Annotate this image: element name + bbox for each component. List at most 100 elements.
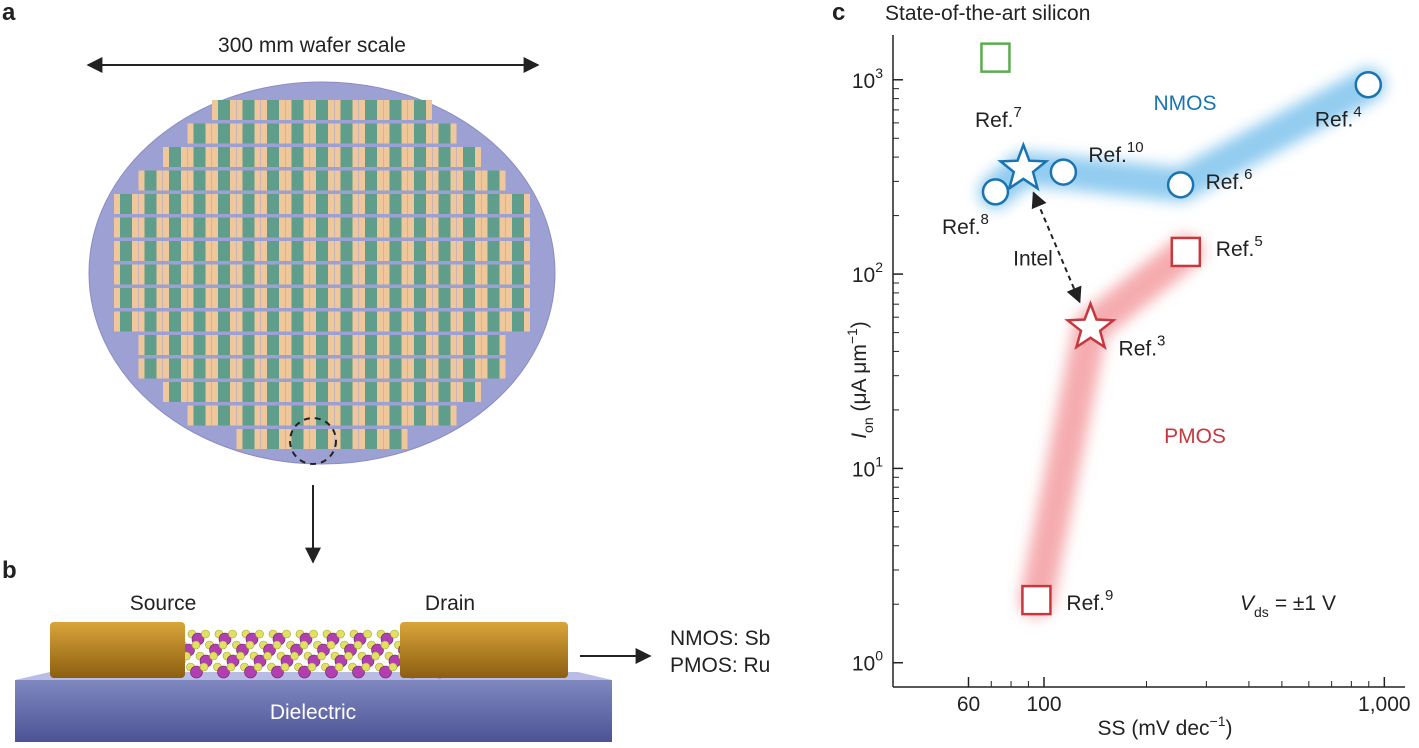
chip-contact [285, 429, 292, 449]
atom [236, 651, 245, 661]
chip-channel [436, 241, 453, 261]
chip-channel [216, 100, 232, 120]
chip-channel [216, 123, 232, 144]
chip-channel [314, 288, 330, 308]
atom [326, 640, 336, 650]
chip-channel [191, 311, 208, 332]
chip-channel [338, 382, 355, 402]
chip-channel [485, 288, 502, 308]
chip-contact [163, 288, 169, 308]
tick-base: 10 [852, 264, 875, 287]
chip-contact [181, 217, 187, 238]
chip-contact [236, 335, 243, 355]
chip-channel [363, 123, 379, 144]
chip-contact [408, 335, 414, 355]
chip-channel [338, 358, 355, 379]
chip-contact [352, 311, 359, 332]
chip-contact [114, 264, 120, 285]
atom [388, 662, 398, 672]
chip-channel [167, 170, 183, 191]
chip-channel [191, 288, 208, 308]
chip-channel [338, 194, 355, 214]
chip-contact [261, 288, 267, 308]
chip-contact [181, 311, 187, 332]
chip-contact [328, 288, 334, 308]
chip-contact [156, 264, 163, 285]
ref-number: 6 [1244, 166, 1252, 183]
chip-contact [310, 264, 316, 285]
chip-contact [279, 335, 285, 355]
chip-contact [236, 429, 243, 449]
chip-contact [156, 217, 163, 238]
chip-contact [426, 194, 432, 214]
chip-contact [187, 405, 194, 426]
chip-contact [254, 429, 261, 449]
chip-contact [303, 100, 310, 120]
chip-contact [401, 147, 408, 167]
atom [255, 629, 264, 639]
chip-contact [352, 382, 359, 402]
chip-contact [187, 147, 194, 167]
chip-channel [485, 335, 502, 355]
chip-contact [279, 100, 285, 120]
chip-channel [167, 194, 183, 214]
chip-contact [432, 335, 439, 355]
chip-contact [524, 194, 530, 214]
chip-contact [383, 170, 390, 191]
chip-contact [334, 288, 341, 308]
chip-contact [450, 335, 457, 355]
atom [228, 629, 237, 639]
chip-contact [401, 241, 408, 261]
chip-channel [338, 288, 355, 308]
chip-contact [138, 358, 145, 379]
chip-contact [310, 429, 316, 449]
chip-channel [436, 123, 453, 144]
chip-contact [205, 147, 212, 167]
chip-contact [230, 241, 236, 261]
chip-contact [359, 194, 365, 214]
chip-channel [436, 288, 453, 308]
chip-channel [216, 194, 232, 214]
chip-channel [167, 382, 183, 402]
chip-channel [338, 123, 355, 144]
chip-contact [334, 264, 341, 285]
chip-contact [230, 123, 236, 144]
chip-contact [181, 358, 187, 379]
chip-contact [310, 382, 316, 402]
chip-channel [510, 241, 526, 261]
chip-contact [377, 429, 383, 449]
atom [244, 665, 257, 679]
chip-channel [510, 194, 526, 214]
chip-contact [352, 170, 359, 191]
chip-contact [261, 335, 267, 355]
chip-contact [457, 264, 463, 285]
chip-channel [314, 217, 330, 238]
chip-contact [138, 194, 145, 214]
chip-contact [230, 358, 236, 379]
tick-base: 10 [852, 653, 875, 676]
chip-contact [236, 194, 243, 214]
chip-contact [187, 241, 194, 261]
contact-label: PMOS: Ru [670, 654, 770, 677]
drain-contact [400, 622, 568, 678]
chip-contact [506, 241, 512, 261]
atom [253, 662, 263, 672]
chip-contact [481, 264, 488, 285]
chip-channel [265, 264, 281, 285]
chip-contact [334, 147, 341, 167]
chip-contact [187, 311, 194, 332]
chip-contact [279, 405, 285, 426]
chip-contact [303, 288, 310, 308]
chip-contact [285, 382, 292, 402]
chip-contact [310, 194, 316, 214]
chip-contact [187, 123, 194, 144]
chip-channel [436, 335, 453, 355]
chip-channel [314, 429, 330, 449]
chip-channel [191, 147, 208, 167]
chip-contact [285, 405, 292, 426]
chip-channel [338, 147, 355, 167]
chip-contact [432, 311, 439, 332]
chip-contact [279, 241, 285, 261]
chip-contact [457, 194, 463, 214]
